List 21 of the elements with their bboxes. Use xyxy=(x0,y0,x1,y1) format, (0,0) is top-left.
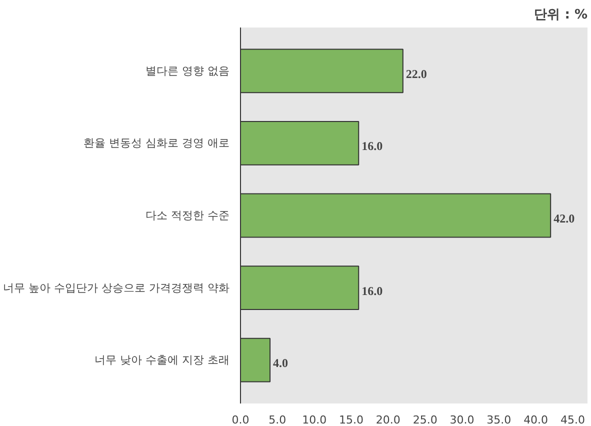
data-label: 16.0 xyxy=(362,284,383,298)
x-tick-label: 20.0 xyxy=(376,414,400,426)
x-tick-label: 0.0 xyxy=(232,414,250,426)
y-tick-label: 다소 적정한 수준 xyxy=(146,209,230,222)
x-tick-label: 25.0 xyxy=(412,414,438,426)
x-tick-label: 10.0 xyxy=(302,414,327,426)
text: 단위 : % xyxy=(534,8,588,22)
x-tick-label: 5.0 xyxy=(268,414,286,426)
data-label: 42.0 xyxy=(554,212,575,226)
data-label: 16.0 xyxy=(362,139,383,154)
data-label: 22.0 xyxy=(406,66,427,81)
x-tick-label: 15.0 xyxy=(339,414,364,426)
x-tick-label: 40.0 xyxy=(524,414,548,426)
x-tick-label: 45.0 xyxy=(560,414,585,426)
x-tick-label: 35.0 xyxy=(486,414,512,426)
y-tick-label: 환율 변동성 심화로 경영 애로 xyxy=(84,136,230,150)
data-label: 4.0 xyxy=(273,356,288,370)
y-tick-label: 별다른 영향 없음 xyxy=(146,64,230,78)
x-tick-label: 30.0 xyxy=(450,414,474,426)
y-tick-label: 너무 높아 수입단가 상승으로 가격경쟁력 약화 xyxy=(3,281,230,294)
y-tick-label: 너무 낮아 수출에 지장 초래 xyxy=(94,354,230,367)
